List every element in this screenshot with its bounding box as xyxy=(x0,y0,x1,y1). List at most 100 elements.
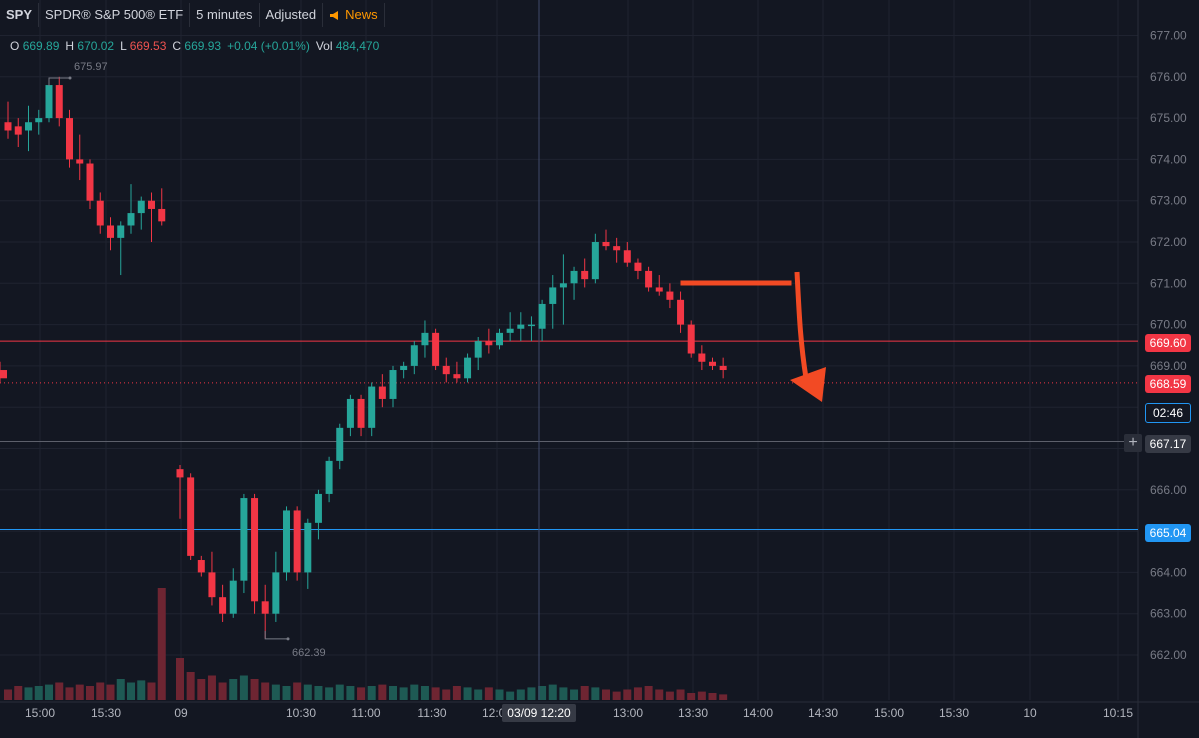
megaphone-icon xyxy=(330,10,339,20)
candle xyxy=(570,266,578,300)
candle xyxy=(25,105,32,152)
volume-bar xyxy=(207,675,216,700)
candle xyxy=(55,76,63,127)
drawn-arrow[interactable] xyxy=(680,271,826,402)
candle xyxy=(4,101,12,139)
candle xyxy=(208,551,216,606)
volume-bar xyxy=(665,691,674,700)
volume-bar xyxy=(335,684,344,700)
volume-bar xyxy=(623,689,632,700)
volume-bar xyxy=(303,684,312,700)
symbol-name: SPDR® S&P 500® ETF xyxy=(39,3,191,27)
volume-bar xyxy=(463,687,472,700)
volume-bar xyxy=(506,691,515,700)
candle xyxy=(314,489,322,540)
chart-header: SPY SPDR® S&P 500® ETF 5 minutes Adjuste… xyxy=(0,0,385,30)
candle xyxy=(96,192,104,234)
close-value: 669.93 xyxy=(184,39,222,53)
x-axis: 15:00 15:30 09 10:30 11:00 11:30 12:00 13:00 13:… xyxy=(25,706,1133,720)
candle xyxy=(304,518,312,589)
candle xyxy=(368,382,376,437)
volume-bar xyxy=(271,684,280,700)
volume-bar xyxy=(137,680,146,700)
candle xyxy=(158,188,166,226)
volume-bar xyxy=(34,686,43,700)
candle xyxy=(219,584,227,622)
news-button[interactable]: News xyxy=(323,3,385,27)
candle xyxy=(496,328,503,350)
candle xyxy=(346,394,354,437)
volume-bar xyxy=(127,682,135,700)
symbol[interactable]: SPY xyxy=(0,3,40,27)
low-value: 669.53 xyxy=(129,39,167,53)
candle xyxy=(357,394,365,437)
x-tick-label: 11:30 xyxy=(417,706,446,720)
volume-bar xyxy=(197,679,206,700)
candle xyxy=(35,109,43,135)
volume-bar xyxy=(410,684,419,700)
candle xyxy=(117,221,125,276)
volume-bar xyxy=(55,682,64,700)
candle xyxy=(538,299,546,342)
red-level-tag: 669.60 xyxy=(1145,334,1191,352)
volume-bar xyxy=(389,686,397,700)
low-annotation: 662.39 xyxy=(292,647,326,659)
candle xyxy=(0,361,7,383)
crosshair-price-tag: 667.17 xyxy=(1145,435,1191,453)
candle xyxy=(127,184,135,234)
candle xyxy=(666,283,674,309)
candle xyxy=(240,493,248,594)
volume-bar xyxy=(538,686,547,700)
x-tick-label: 11:00 xyxy=(351,706,380,720)
candle xyxy=(645,266,653,292)
low-leader xyxy=(264,630,288,640)
last-price-tag: 668.59 xyxy=(1145,375,1191,393)
candle xyxy=(453,361,461,383)
candle xyxy=(293,506,301,581)
open-value: 669.89 xyxy=(22,39,60,53)
y-tick-label: 677.00 xyxy=(1150,29,1187,43)
candle xyxy=(613,237,621,263)
candle xyxy=(325,456,333,503)
y-tick-label: 669.00 xyxy=(1150,359,1187,373)
volume-bar xyxy=(293,682,302,700)
x-tick-label: 15:00 xyxy=(874,706,904,720)
candle xyxy=(400,361,408,379)
crosshair-time-tag: 03/09 12:20 xyxy=(502,704,576,722)
add-alert-plus-icon[interactable]: + xyxy=(1124,434,1142,452)
volume-bar xyxy=(687,693,696,700)
candle xyxy=(86,159,94,209)
candle xyxy=(623,242,631,267)
x-tick-label: 15:30 xyxy=(939,706,969,720)
x-tick-label: 15:00 xyxy=(25,706,55,720)
high-value: 670.02 xyxy=(77,39,115,53)
candle xyxy=(655,275,663,296)
candle xyxy=(378,374,386,408)
news-label: News xyxy=(345,7,378,22)
candle xyxy=(581,258,589,288)
countdown-tag: 02:46 xyxy=(1145,403,1191,423)
candle xyxy=(251,493,259,614)
candle xyxy=(410,341,418,375)
y-tick-label: 672.00 xyxy=(1150,235,1187,249)
volume-bar xyxy=(96,682,105,700)
y-tick-label: 671.00 xyxy=(1150,276,1187,290)
y-tick-label: 675.00 xyxy=(1150,111,1187,125)
candle xyxy=(76,134,84,181)
candle xyxy=(229,568,237,618)
volume-bar xyxy=(644,686,653,700)
volume-bar xyxy=(495,689,504,700)
candle xyxy=(677,291,685,333)
y-tick-label: 670.00 xyxy=(1150,318,1187,332)
interval[interactable]: 5 minutes xyxy=(190,3,260,27)
volume-bar xyxy=(314,686,323,700)
y-tick-label: 674.00 xyxy=(1150,152,1187,166)
candle xyxy=(698,345,706,371)
volume-bar xyxy=(186,672,195,700)
candle xyxy=(389,365,397,408)
adjustment[interactable]: Adjusted xyxy=(260,3,324,27)
y-tick-label: 673.00 xyxy=(1150,194,1187,208)
candle xyxy=(719,357,727,379)
